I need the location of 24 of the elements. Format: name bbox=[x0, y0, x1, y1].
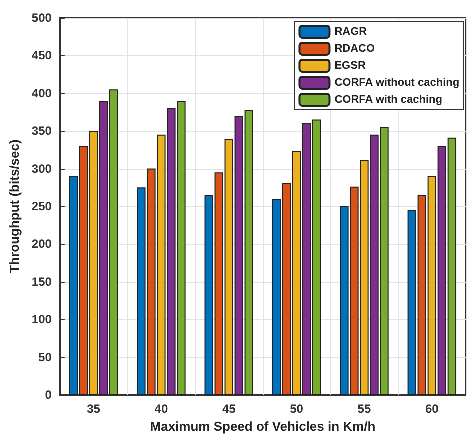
x-tick-label: 35 bbox=[87, 402, 101, 416]
legend-label: CORFA without caching bbox=[334, 77, 460, 89]
y-tick-label: 0 bbox=[45, 388, 52, 402]
legend-label: RDACO bbox=[334, 43, 376, 55]
legend-label: EGSR bbox=[334, 60, 366, 72]
y-tick-label: 200 bbox=[32, 237, 52, 252]
x-tick-label: 40 bbox=[154, 402, 168, 416]
y-tick-label: 150 bbox=[32, 274, 52, 289]
y-tick-label: 500 bbox=[32, 11, 52, 25]
y-tick-label: 350 bbox=[32, 124, 52, 138]
y-tick-label: 50 bbox=[38, 350, 52, 364]
x-axis-title: Maximum Speed of Vehicles in Km/h bbox=[150, 418, 376, 434]
x-tick-label: 60 bbox=[425, 402, 440, 416]
x-tick-label: 55 bbox=[358, 402, 372, 416]
x-tick-label: 50 bbox=[290, 402, 304, 416]
legend-label: CORFA with caching bbox=[334, 94, 442, 106]
y-tick-label: 250 bbox=[32, 200, 52, 214]
y-tick-label: 300 bbox=[32, 162, 52, 176]
x-tick-label: 45 bbox=[222, 402, 236, 416]
legend-label: RAGR bbox=[334, 26, 368, 38]
y-tick-label: 100 bbox=[32, 312, 52, 327]
y-axis-title: Throughput (bits/sec) bbox=[7, 140, 22, 274]
y-tick-label: 450 bbox=[32, 48, 52, 63]
y-tick-label: 400 bbox=[32, 86, 52, 100]
